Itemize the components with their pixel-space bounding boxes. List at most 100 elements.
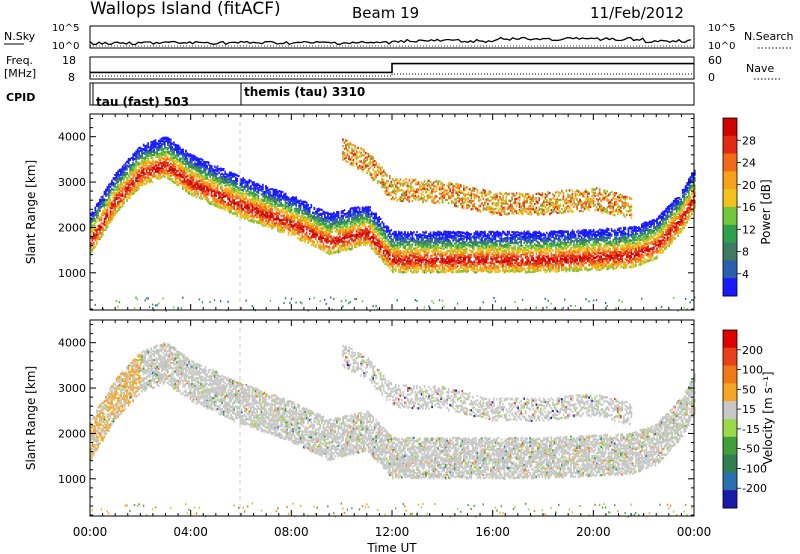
power-cell (298, 200, 300, 202)
power-cell (200, 163, 202, 165)
power-cell (238, 197, 240, 199)
power-cell (320, 238, 322, 240)
power-cell (128, 187, 130, 189)
power-cell (188, 166, 190, 168)
power-cell (265, 200, 267, 202)
power-cell (304, 213, 306, 215)
power-cell (164, 137, 166, 139)
power-cell (232, 196, 234, 198)
power-cell (95, 209, 97, 211)
power-cell (105, 224, 107, 226)
power-cell (190, 181, 192, 183)
power-cell (285, 226, 287, 228)
noise-right-tick-high: 10^5 (708, 23, 735, 34)
power-cell (169, 169, 171, 171)
power-cell (274, 218, 276, 220)
power-cell (271, 211, 273, 213)
power-cell (101, 213, 103, 215)
power-cell (230, 193, 232, 195)
power-cell (255, 193, 257, 195)
power-cell (149, 149, 151, 151)
power-cell (280, 192, 282, 194)
power-cell (259, 201, 261, 203)
power-cell (244, 193, 246, 195)
power-cell (312, 240, 314, 242)
power-cell (188, 182, 190, 184)
power-cell (333, 298, 334, 300)
power-cell (205, 182, 207, 184)
power-cell (264, 221, 266, 223)
power-cell (114, 178, 116, 180)
power-cell (279, 205, 281, 207)
power-cell (268, 209, 270, 211)
power-cell (261, 189, 263, 191)
power-cell (147, 160, 149, 162)
power-cell (206, 191, 208, 193)
power-cell (190, 189, 192, 191)
power-cell (169, 141, 171, 143)
power-cell (184, 183, 186, 185)
power-cell (129, 167, 131, 169)
power-cell (200, 186, 202, 188)
power-cell (256, 211, 258, 213)
power-cell (200, 195, 202, 197)
power-cell (330, 242, 332, 244)
power-cell (279, 218, 281, 220)
power-cell (238, 175, 240, 177)
power-cell (184, 179, 186, 181)
power-cell (246, 192, 248, 194)
power-cell (223, 202, 225, 204)
power-cell (209, 301, 210, 303)
power-cell (200, 176, 202, 178)
power-cell (218, 181, 220, 183)
power-cell (282, 210, 284, 212)
power-cell (326, 237, 328, 239)
power-cell (277, 218, 279, 220)
power-cell (295, 208, 297, 210)
power-cell (205, 185, 207, 187)
power-cell (140, 172, 142, 174)
power-cell (312, 217, 314, 219)
power-cell (99, 205, 101, 207)
power-cell (155, 154, 157, 156)
power-cell (211, 202, 213, 204)
power-cell (249, 192, 251, 194)
power-cell (297, 231, 299, 233)
power-cell (152, 147, 154, 149)
power-cell (172, 171, 174, 173)
power-cell (205, 198, 207, 200)
power-cell (264, 217, 266, 219)
power-cell (321, 237, 323, 239)
power-cell (300, 217, 302, 219)
power-cell (172, 143, 174, 145)
power-cell (208, 190, 210, 192)
power-cell (304, 220, 306, 222)
power-cell (309, 211, 311, 213)
power-cell (128, 165, 130, 167)
power-cell (306, 213, 308, 215)
power-cell (132, 169, 134, 171)
power-cell (249, 208, 251, 210)
power-cell (329, 253, 331, 255)
power-cell (170, 150, 172, 152)
power-cell (116, 205, 118, 207)
power-cell (205, 166, 207, 168)
power-cell (311, 220, 313, 222)
power-cell (95, 219, 97, 221)
power-cell (161, 170, 163, 172)
power-cell (111, 193, 113, 195)
freq-left-label-1: Freq. (6, 54, 33, 67)
power-cell (107, 226, 109, 228)
power-cell (110, 189, 112, 191)
power-cell (237, 215, 239, 217)
power-cell (194, 169, 196, 171)
power-cell (238, 208, 240, 210)
power-cell (241, 210, 243, 212)
power-cell (298, 207, 300, 209)
power-cell (277, 228, 279, 230)
power-cell (123, 189, 125, 191)
power-cell (223, 180, 225, 182)
power-cell (246, 215, 248, 217)
cpid-program-2: themis (tau) 3310 (244, 85, 365, 99)
power-cell (95, 207, 97, 209)
